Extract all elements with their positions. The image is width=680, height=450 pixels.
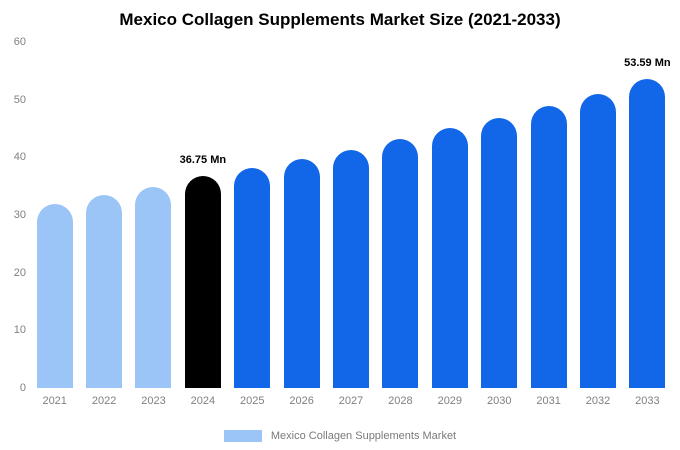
- x-axis-label: 2030: [486, 395, 512, 407]
- bar-2028: [382, 139, 419, 388]
- bar-2022: [86, 195, 123, 388]
- legend-label: Mexico Collagen Supplements Market: [270, 430, 457, 442]
- legend-swatch: [223, 430, 262, 442]
- bar-column-2032: 2032: [573, 42, 622, 407]
- bar-2033: [629, 79, 666, 388]
- bar-column-2022: 2022: [79, 42, 128, 407]
- y-tick: 50: [13, 93, 26, 106]
- legend: Mexico Collagen Supplements Market: [0, 430, 680, 442]
- bar-2026: [283, 159, 320, 388]
- bar-column-2033: 53.59 Mn 2033: [623, 42, 672, 407]
- y-tick: 40: [13, 151, 26, 164]
- x-axis-label: 2027: [338, 395, 364, 407]
- x-axis-label: 2022: [91, 395, 117, 407]
- bar-2029: [431, 128, 468, 388]
- bar-2032: [579, 94, 616, 388]
- bar-column-2026: 2026: [277, 42, 326, 407]
- y-tick: 60: [13, 36, 26, 48]
- x-axis-label: 2028: [388, 395, 413, 407]
- x-axis-label: 2026: [289, 395, 314, 407]
- bar-value-label: 53.59 Mn: [624, 57, 671, 69]
- x-axis-label: 2021: [42, 395, 67, 407]
- bar-column-2024: 36.75 Mn 2024: [178, 42, 227, 407]
- bar-2023: [135, 187, 172, 388]
- bar-2025: [234, 168, 271, 388]
- bar-column-2031: 2031: [524, 42, 573, 407]
- bar-column-2027: 2027: [326, 42, 375, 407]
- bar-column-2023: 2023: [129, 42, 178, 407]
- x-axis-label: 2031: [536, 395, 561, 407]
- bar-column-2021: 2021: [30, 42, 79, 407]
- x-axis-label: 2032: [585, 395, 611, 407]
- bar-2030: [481, 118, 518, 388]
- bar-2024: [184, 176, 221, 388]
- x-axis-label: 2023: [141, 395, 166, 407]
- bar-value-label: 36.75 Mn: [179, 154, 227, 166]
- bar-column-2025: 2025: [228, 42, 277, 407]
- bar-column-2028: 2028: [376, 42, 425, 407]
- x-axis-label: 2033: [635, 395, 660, 407]
- y-axis: 0 10 20 30 40 50 60: [4, 36, 26, 394]
- bar-2027: [333, 150, 370, 388]
- plot-area: 2021 2022 2023 36.75 Mn 2024 2025 2026 2027 2028…: [30, 42, 672, 407]
- x-axis-label: 2025: [240, 395, 265, 407]
- x-axis-label: 2029: [437, 395, 463, 407]
- bar-2031: [530, 106, 567, 388]
- chart-title: Mexico Collagen Supplements Market Size …: [119, 10, 561, 29]
- bar-2021: [36, 204, 73, 388]
- y-tick: 30: [13, 209, 26, 221]
- x-axis-label: 2024: [190, 395, 216, 407]
- bar-column-2030: 2030: [475, 42, 524, 407]
- y-tick: 10: [13, 324, 26, 337]
- y-tick: 20: [13, 266, 26, 279]
- y-tick: 0: [19, 382, 26, 394]
- bar-column-2029: 2029: [425, 42, 474, 407]
